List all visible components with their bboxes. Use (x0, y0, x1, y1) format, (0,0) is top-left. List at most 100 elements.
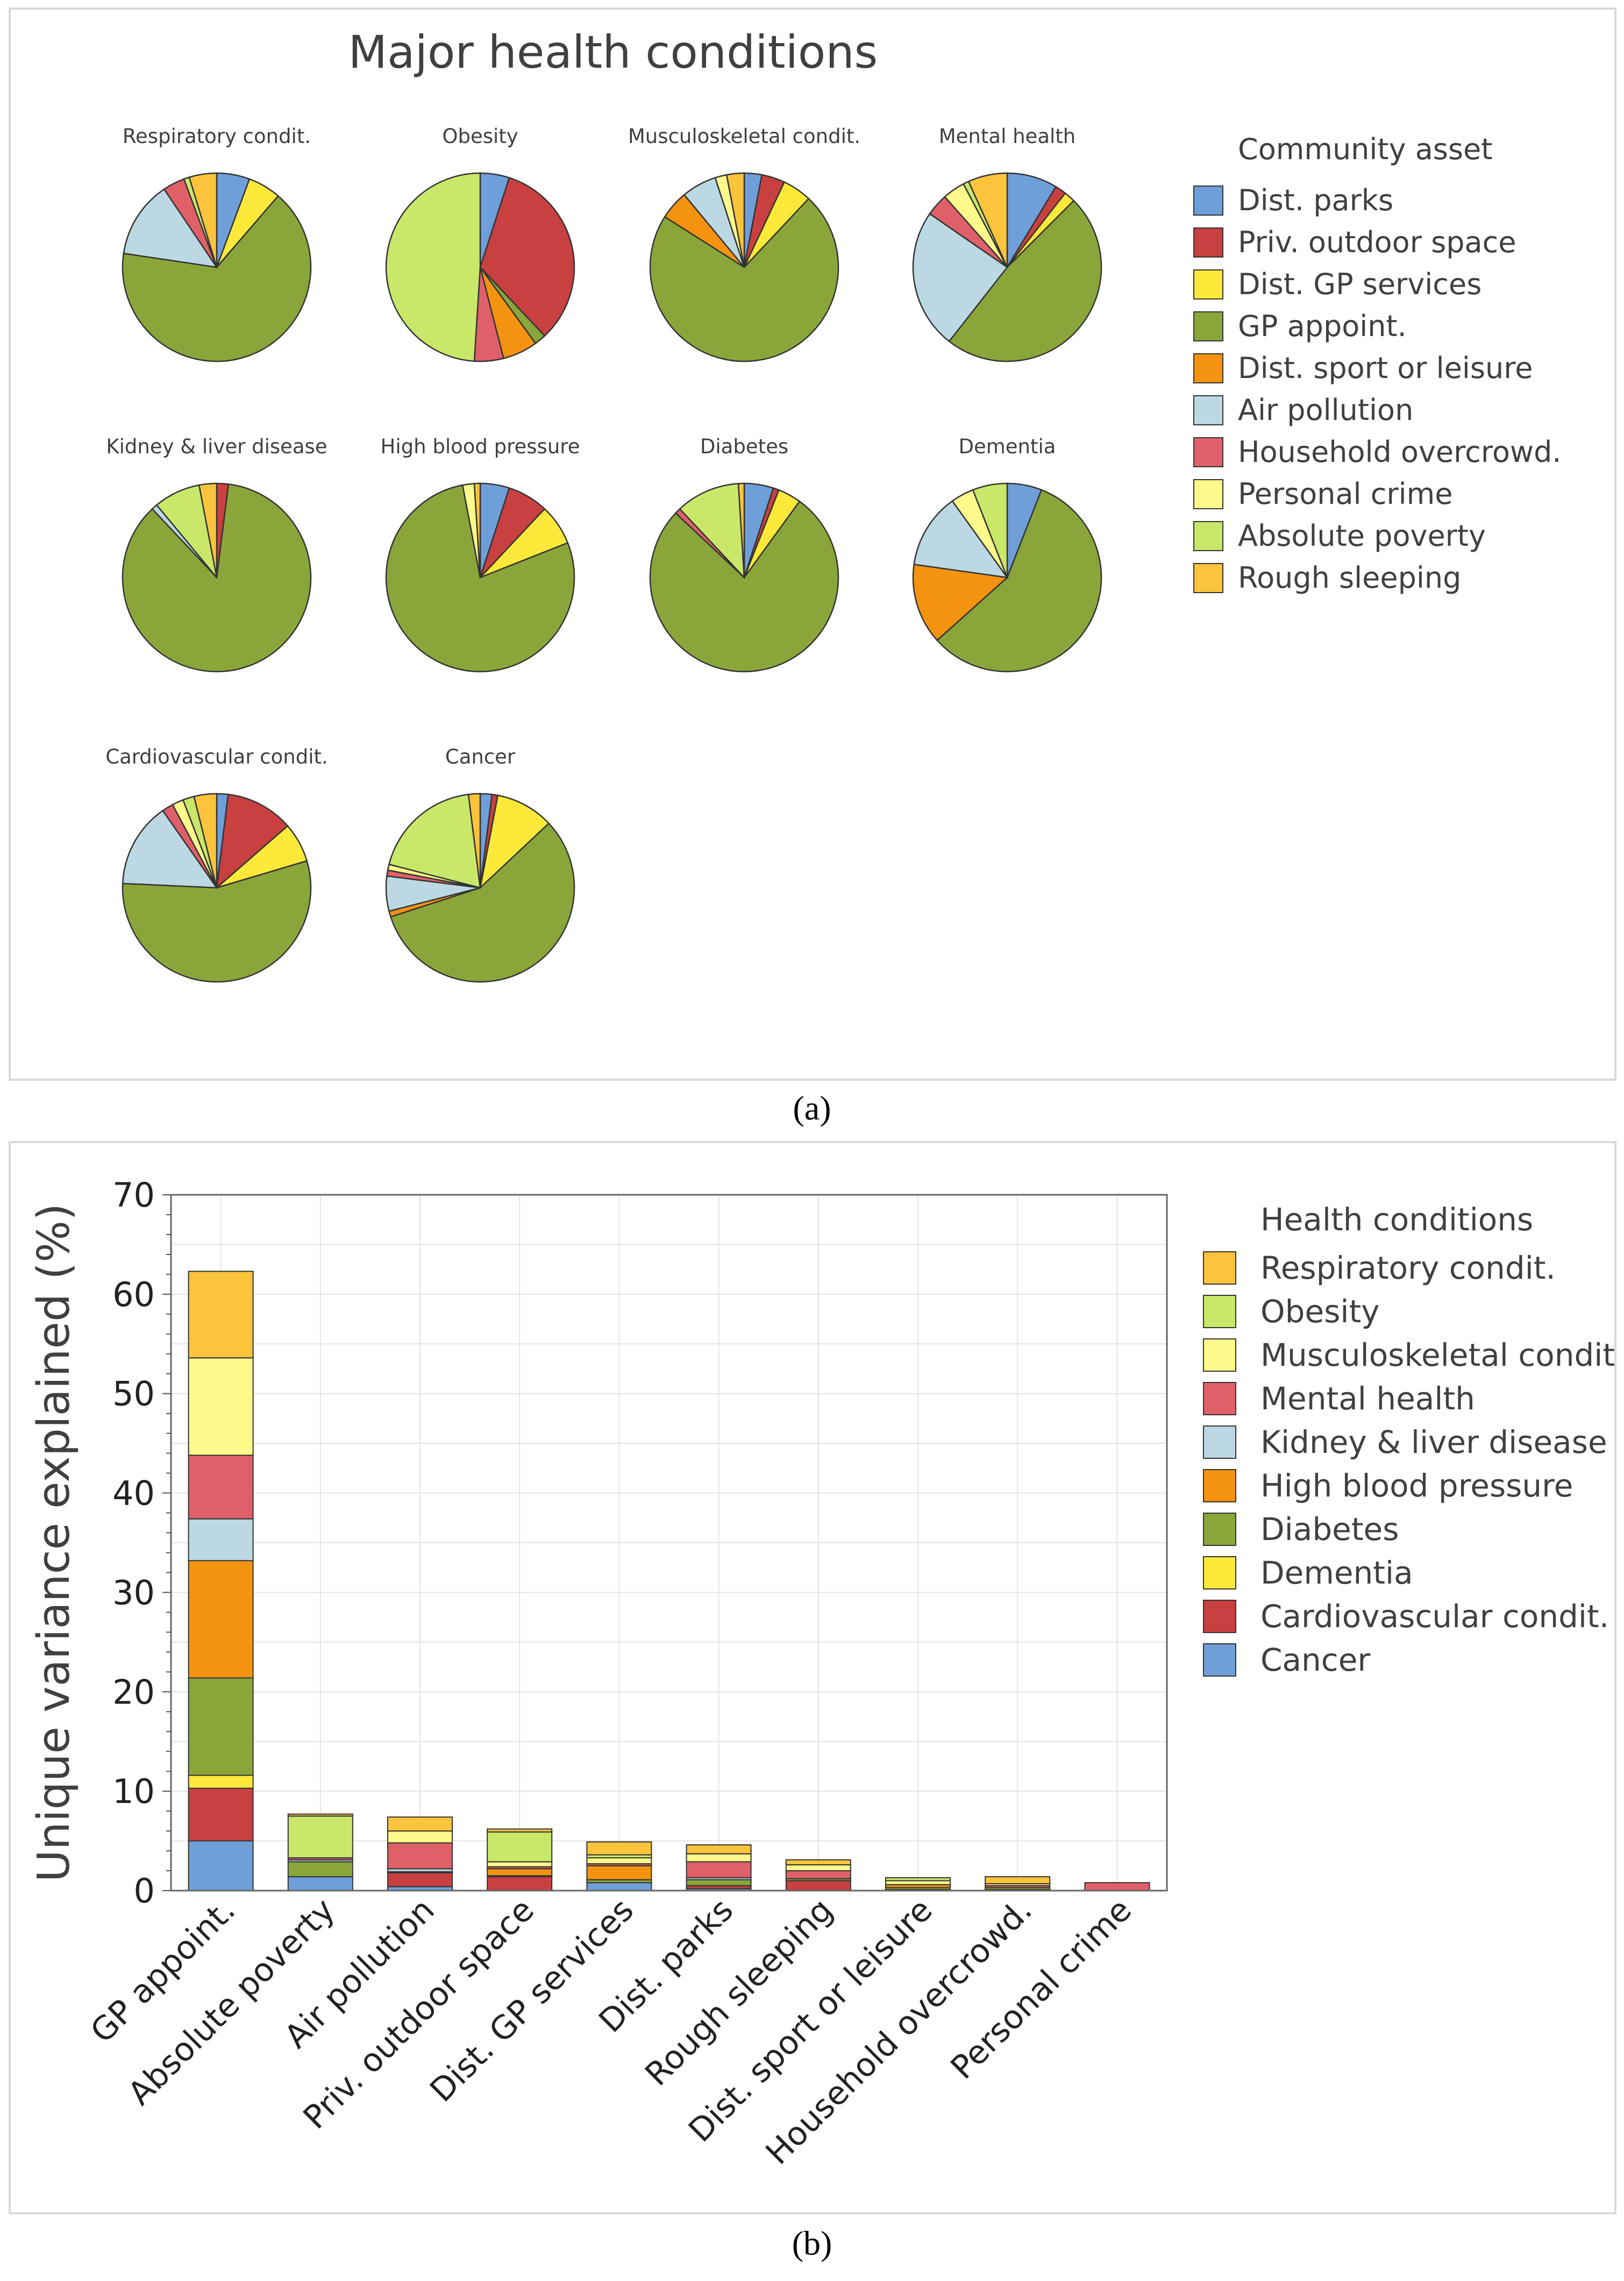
pie-slice-dist-gp-services (479, 794, 550, 890)
legend-label-rough-sleeping: Rough sleeping (1238, 561, 1461, 595)
bar-segment-respiratory-condit (785, 1859, 851, 1865)
pie-slice-gp-appoint (649, 197, 839, 362)
legend-label-dist-gp-services: Dist. GP services (1238, 267, 1481, 301)
bar-segment-respiratory-condit (686, 1844, 752, 1855)
pie-slice-gp-appoint (936, 489, 1102, 673)
bar-segment-musculoskeletal-condit (686, 1853, 752, 1863)
pie-slice-gp-appoint (649, 500, 839, 673)
pie-slice-air-pollution (122, 809, 218, 889)
caption-b: (b) (792, 2224, 832, 2262)
bar-gp-appoint (188, 1271, 254, 1891)
bar-segment-mental-health (686, 1861, 752, 1878)
pie-slice-dist-sport-or-leisure (912, 564, 1009, 641)
y-tick-label: 40 (112, 1474, 155, 1513)
pie-cancer: Cancer (385, 745, 575, 983)
legend-swatch-dist-gp-services (1193, 269, 1223, 300)
bar-dist-parks (686, 1844, 752, 1891)
legend-label-dist-sport-or-leisure: Dist. sport or leisure (1238, 351, 1533, 385)
legend-swatch-cardiovascular-condit (1203, 1600, 1236, 1633)
pie-diabetes: Diabetes (649, 435, 839, 673)
pie-slice-absolute-poverty (679, 483, 745, 580)
grid (171, 1194, 1167, 1891)
y-axis-ticks: 0 10 20 30 40 50 60 70 (112, 1175, 171, 1911)
pie-slice-priv-outdoor-space (216, 793, 289, 890)
bar-air-pollution (387, 1816, 453, 1891)
pie-slice-rough-sleeping (198, 482, 218, 578)
bar-absolute-poverty (287, 1813, 353, 1891)
legend-label-personal-crime: Personal crime (1238, 477, 1452, 511)
bar-segment-obesity (885, 1877, 951, 1881)
pie-slice-rough-sleeping (967, 172, 1008, 268)
pie-slice-absolute-poverty (388, 793, 481, 889)
legend-label-absolute-poverty: Absolute poverty (1238, 519, 1486, 553)
bar-segment-musculoskeletal-condit (586, 1857, 652, 1865)
pie-chart-grid: Major health conditions Respiratory condi… (105, 26, 1562, 983)
legend-label-high-blood-pressure: High blood pressure (1260, 1467, 1573, 1504)
legend-swatch-priv-outdoor-space (1193, 227, 1223, 258)
legend-label-air-pollution: Air pollution (1238, 393, 1413, 427)
pie-title: Kidney & liver disease (106, 435, 327, 458)
pie-slice-priv-outdoor-space (479, 176, 575, 337)
legend-label-obesity: Obesity (1260, 1293, 1380, 1330)
pie-slice-air-pollution (123, 188, 218, 268)
legend-swatch-obesity (1203, 1295, 1236, 1328)
legend-swatch-dist-sport-or-leisure (1193, 353, 1223, 383)
pie-cardiovascular-condit: Cardiovascular condit. (105, 745, 328, 983)
y-axis-label: Unique variance explained (%) (29, 1203, 80, 1882)
legend-swatch-mental-health (1203, 1382, 1236, 1415)
pie-title: Respiratory condit. (123, 125, 311, 148)
pie-slice-rough-sleeping (188, 172, 218, 268)
y-tick-label: 30 (112, 1573, 155, 1612)
legend-swatch-absolute-poverty (1193, 521, 1223, 551)
pie-slice-rough-sleeping (725, 172, 745, 268)
bar-segment-diabetes (686, 1879, 752, 1886)
legend-swatch-diabetes (1203, 1513, 1236, 1546)
pie-slice-rough-sleeping (737, 482, 745, 578)
pie-title: Dementia (959, 435, 1056, 458)
bar-priv-outdoor-space (487, 1828, 553, 1891)
legend-label-gp-appoint: GP appoint. (1238, 309, 1407, 343)
bar-dist-sport-or-leisure (885, 1877, 951, 1892)
bar-segment-cardiovascular-condit (188, 1787, 254, 1842)
legend-label-priv-outdoor-space: Priv. outdoor space (1238, 225, 1516, 259)
pie-slice-air-pollution (912, 212, 1008, 343)
bar-segment-musculoskeletal-condit (188, 1357, 254, 1456)
pie-slice-gp-appoint (948, 199, 1102, 362)
y-tick-label: 60 (112, 1275, 155, 1314)
legend-community-asset: Community asset Dist. parks Priv. outdoor … (1193, 132, 1562, 595)
pie-slice-rough-sleeping (467, 793, 481, 888)
legend-swatch-cancer (1203, 1643, 1236, 1677)
legend-title: Community asset (1238, 132, 1492, 166)
pie-slice-gp-appoint (389, 822, 575, 983)
pie-title: Diabetes (700, 435, 788, 458)
bar-rough-sleeping (785, 1859, 851, 1891)
panel-b-stacked-bar-chart: 0 10 20 30 40 50 60 70 Unique variance explained… (9, 1141, 1616, 2214)
bar-segment-cancer (287, 1876, 353, 1891)
plot-frame (170, 1194, 1168, 1892)
bar-segment-high-blood-pressure (487, 1868, 553, 1877)
bar-segment-respiratory-condit (487, 1828, 553, 1833)
y-tick-label: 70 (112, 1175, 155, 1215)
bar-segment-mental-health (188, 1455, 254, 1520)
pie-title: Cancer (445, 745, 516, 768)
bar-personal-crime (1084, 1882, 1150, 1891)
bar-segment-respiratory-condit (188, 1271, 254, 1359)
bar-household-overcrowd (985, 1876, 1051, 1892)
pie-slice-rough-sleeping (193, 793, 218, 888)
bar-segment-cardiovascular-condit (487, 1876, 553, 1891)
bar-segment-musculoskeletal-condit (785, 1864, 851, 1872)
bar-segment-respiratory-condit (387, 1816, 453, 1832)
pie-slice-gp-appoint (122, 195, 312, 362)
bar-segment-musculoskeletal-condit (387, 1830, 453, 1844)
bar-segment-cardiovascular-condit (387, 1872, 453, 1887)
bar-segment-cardiovascular-condit (785, 1880, 851, 1891)
legend-swatch-respiratory-condit (1203, 1251, 1236, 1285)
legend-label-dist-parks: Dist. parks (1238, 183, 1393, 217)
chart-title: Major health conditions (348, 26, 878, 79)
pie-high-blood-pressure: High blood pressure (381, 435, 580, 673)
legend-swatch-gp-appoint (1193, 311, 1223, 341)
pie-slice-dist-parks (1006, 172, 1057, 270)
legend-swatch-household-overcrowd (1193, 437, 1223, 467)
x-tick-label: Personal crime (944, 1891, 1139, 2086)
y-tick-label: 20 (112, 1672, 155, 1712)
